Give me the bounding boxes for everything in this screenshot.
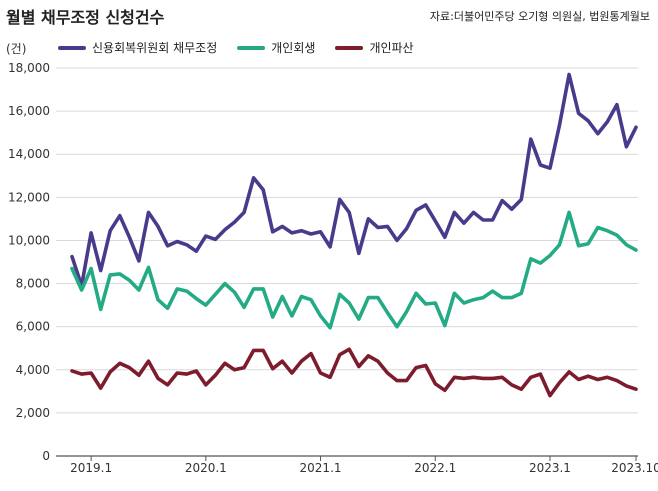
x-tick-label: 2023.10 — [611, 461, 658, 475]
y-axis: 0 2,000 4,000 6,000 8,000 10,000 12,000 14,000 1… — [8, 61, 50, 463]
y-tick-label: 2,000 — [16, 406, 50, 420]
legend-label-personal-bankruptcy: 개인파산 — [369, 41, 414, 55]
y-tick-label: 14,000 — [8, 147, 50, 161]
y-tick-label: 0 — [42, 449, 50, 463]
x-tick-label: 2019.1 — [70, 461, 112, 475]
y-tick-label: 10,000 — [8, 233, 50, 247]
y-tick-label: 6,000 — [16, 320, 50, 334]
y-tick-label: 18,000 — [8, 61, 50, 75]
chart-source: 자료:더불어민주당 오기형 의원실, 법원통계월보 — [429, 10, 650, 23]
grid-lines — [56, 67, 638, 457]
legend-item-personal-bankruptcy: 개인파산 — [335, 39, 414, 56]
x-axis: 2019.1 2020.1 2021.1 2022.1 2023.1 2023.10 — [70, 456, 658, 475]
series-lines — [70, 72, 638, 398]
series-line-personal-rehabilitation — [70, 210, 638, 330]
legend-label-credit-recovery: 신용회복위원회 채무조정 — [92, 41, 218, 55]
legend-swatch-personal-rehabilitation — [237, 45, 266, 50]
series-line-personal-bankruptcy — [70, 347, 638, 398]
y-tick-label: 8,000 — [16, 277, 50, 291]
legend-swatch-credit-recovery — [58, 45, 86, 50]
chart-title: 월별 채무조정 신청건수 — [6, 8, 165, 27]
y-unit-label: (건) — [6, 42, 27, 56]
legend-label-personal-rehabilitation: 개인회생 — [271, 41, 316, 55]
x-tick-label: 2021.1 — [300, 461, 342, 475]
legend-swatch-personal-bankruptcy — [335, 45, 364, 50]
x-tick-label: 2022.1 — [414, 461, 456, 475]
series-line-credit-recovery — [70, 72, 638, 288]
legend-item-credit-recovery: 신용회복위원회 채무조정 — [58, 39, 217, 56]
y-tick-label: 12,000 — [8, 190, 50, 204]
legend: 신용회복위원회 채무조정 개인회생 개인파산 — [58, 39, 414, 56]
y-tick-label: 16,000 — [8, 104, 50, 118]
legend-item-personal-rehabilitation: 개인회생 — [237, 39, 315, 56]
x-tick-label: 2023.1 — [529, 461, 571, 475]
x-tick-label: 2020.1 — [185, 461, 227, 475]
y-tick-label: 4,000 — [16, 363, 50, 377]
